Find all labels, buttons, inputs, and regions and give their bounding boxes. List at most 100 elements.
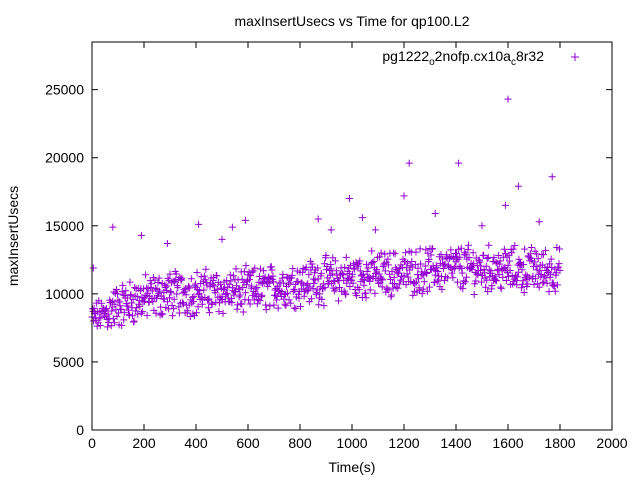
data-point xyxy=(363,261,371,269)
data-point xyxy=(390,273,398,281)
data-point xyxy=(366,286,374,294)
data-point xyxy=(362,289,370,297)
data-point xyxy=(473,270,481,278)
data-point xyxy=(287,299,295,307)
data-point xyxy=(423,269,431,277)
data-point xyxy=(215,308,223,316)
data-point xyxy=(111,300,119,308)
data-point xyxy=(327,261,335,269)
data-point xyxy=(346,283,354,291)
data-point xyxy=(411,280,419,288)
data-point xyxy=(526,250,534,258)
data-point xyxy=(521,245,529,253)
data-point xyxy=(551,265,559,273)
data-point xyxy=(502,276,510,284)
data-point xyxy=(490,253,498,261)
data-point xyxy=(315,301,323,309)
data-point xyxy=(327,265,335,273)
data-point xyxy=(262,301,270,309)
data-point xyxy=(129,312,137,320)
data-point xyxy=(492,258,500,266)
data-point xyxy=(286,279,294,287)
data-point xyxy=(472,277,480,285)
data-point xyxy=(216,280,224,288)
data-point xyxy=(460,277,468,285)
data-point xyxy=(206,309,214,317)
data-point xyxy=(379,276,387,284)
data-point xyxy=(332,285,340,293)
data-point xyxy=(375,279,383,287)
data-point xyxy=(133,293,141,301)
data-point xyxy=(358,214,366,222)
data-point xyxy=(282,302,290,310)
data-point xyxy=(274,282,282,290)
data-point xyxy=(412,248,420,256)
data-point xyxy=(483,276,491,284)
data-point xyxy=(440,265,448,273)
data-point xyxy=(170,295,178,303)
data-point xyxy=(309,284,317,292)
data-point xyxy=(167,287,175,295)
data-point xyxy=(371,226,379,234)
data-point xyxy=(114,296,122,304)
data-point xyxy=(297,302,305,310)
data-point xyxy=(505,273,513,281)
data-point xyxy=(455,159,463,167)
data-point xyxy=(234,301,242,309)
data-point xyxy=(294,277,302,285)
data-point xyxy=(378,283,386,291)
data-point xyxy=(211,289,219,297)
data-point xyxy=(228,299,236,307)
data-point xyxy=(371,269,379,277)
data-point xyxy=(469,249,477,257)
data-point xyxy=(534,280,542,288)
data-point xyxy=(195,290,203,298)
data-point xyxy=(118,321,126,329)
x-axis-label: Time(s) xyxy=(329,459,376,475)
data-point xyxy=(358,271,366,279)
data-point xyxy=(101,305,109,313)
data-point xyxy=(431,210,439,218)
data-point xyxy=(464,241,472,249)
data-point xyxy=(113,290,121,298)
data-point xyxy=(425,255,433,263)
data-point xyxy=(446,254,454,262)
data-point xyxy=(145,298,153,306)
data-point xyxy=(119,281,127,289)
data-point xyxy=(535,283,543,291)
data-point xyxy=(116,302,124,310)
data-point xyxy=(118,288,126,296)
data-point xyxy=(308,263,316,271)
data-point xyxy=(416,245,424,253)
data-point xyxy=(390,249,398,257)
data-point xyxy=(255,272,263,280)
data-point xyxy=(180,300,188,308)
legend-label-part: 2nofp.cx10a xyxy=(435,48,511,64)
data-point xyxy=(492,276,500,284)
data-point xyxy=(226,271,234,279)
data-point xyxy=(381,267,389,275)
data-point xyxy=(341,263,349,271)
data-point xyxy=(475,256,483,264)
data-point xyxy=(443,251,451,259)
data-point xyxy=(536,266,544,274)
data-point xyxy=(371,289,379,297)
data-point xyxy=(370,258,378,266)
data-point xyxy=(501,201,509,209)
data-point xyxy=(269,278,277,286)
data-point xyxy=(104,310,112,318)
data-point xyxy=(239,308,247,316)
data-point xyxy=(195,220,203,228)
data-point xyxy=(130,318,138,326)
data-point xyxy=(169,312,177,320)
data-point xyxy=(233,305,241,313)
data-point xyxy=(532,263,540,271)
data-point xyxy=(484,287,492,295)
data-point xyxy=(103,305,111,313)
data-point xyxy=(223,290,231,298)
data-point xyxy=(159,310,167,318)
data-point xyxy=(368,247,376,255)
data-point xyxy=(363,267,371,275)
data-point xyxy=(242,262,250,270)
data-point xyxy=(555,260,563,268)
